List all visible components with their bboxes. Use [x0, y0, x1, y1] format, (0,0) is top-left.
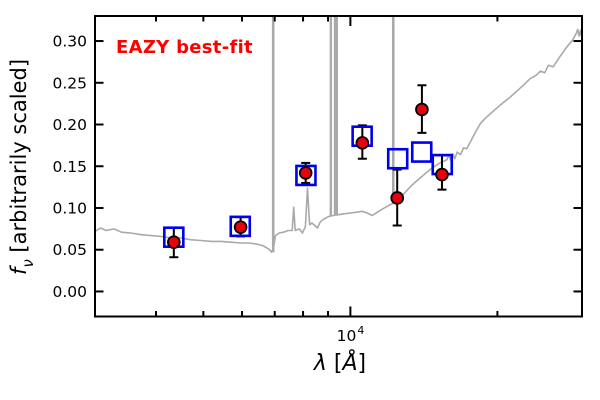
model-photometry-square	[295, 164, 317, 187]
y-tick-label: 0.15	[52, 158, 87, 176]
y-tick-label: 0.30	[52, 33, 87, 51]
observed-photometry-point	[167, 235, 181, 250]
x-major-tick-label: 104	[336, 324, 365, 346]
spectrum-line	[95, 28, 582, 253]
x-axis-label: λ [Å]	[313, 351, 367, 376]
model-photometry-square	[229, 215, 252, 238]
y-tick-label: 0.25	[52, 74, 87, 92]
fit-method-annotation: EAZY best-fit	[116, 37, 253, 58]
y-tick-label: 0.20	[52, 116, 87, 134]
y-tick-label: 0.05	[52, 241, 87, 259]
plot-frame	[94, 15, 583, 318]
model-photometry-square	[386, 147, 409, 170]
observed-photometry-point	[435, 167, 449, 182]
model-photometry-square	[410, 141, 433, 163]
observed-photometry-point	[233, 220, 248, 234]
observed-photometry-point	[298, 166, 313, 180]
y-tick-label: 0.10	[52, 199, 87, 217]
observed-photometry-point	[390, 191, 405, 205]
observed-photometry-point	[415, 102, 429, 117]
y-tick-label: 0.00	[52, 283, 87, 301]
observed-photometry-point	[355, 136, 370, 150]
y-axis-label: fν [arbitrarily scaled]	[6, 58, 38, 276]
